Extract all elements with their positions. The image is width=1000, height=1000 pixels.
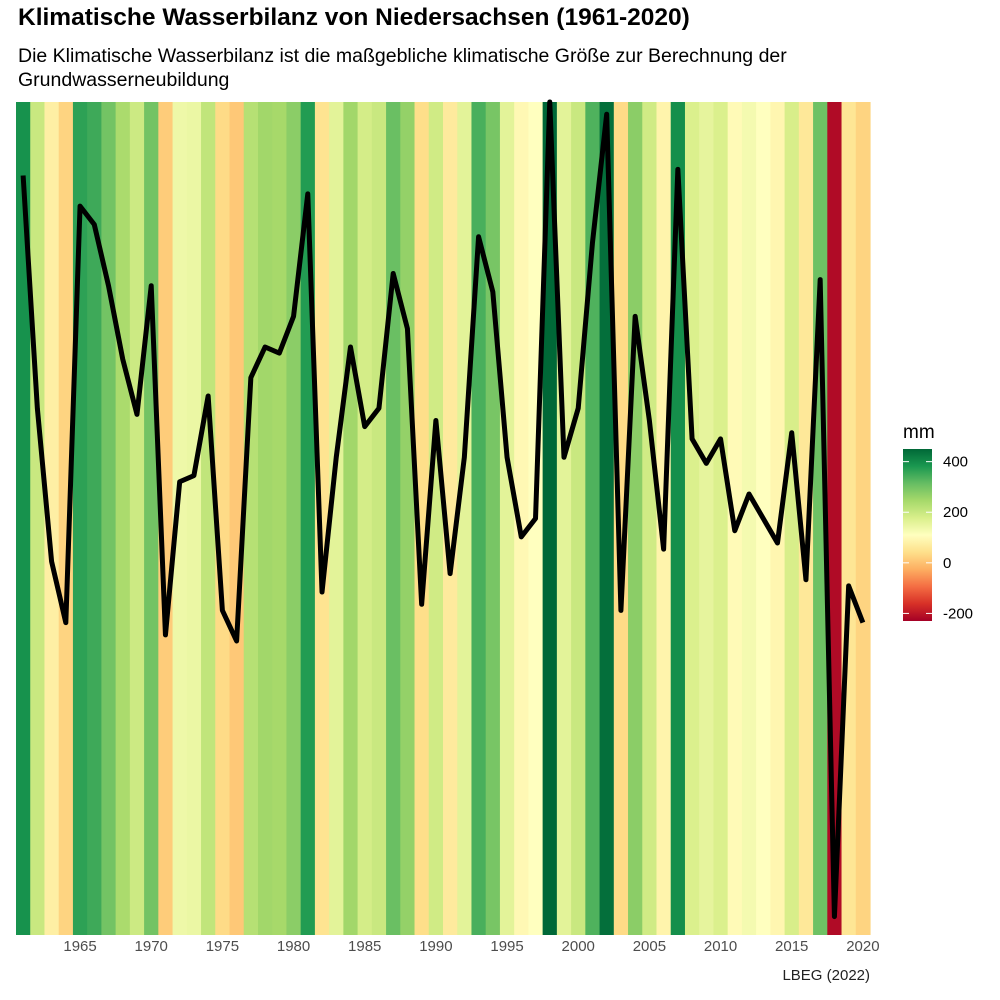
stripe-1992	[457, 102, 473, 935]
stripe-2000	[571, 102, 586, 935]
stripe-1968	[115, 102, 131, 935]
stripe-1973	[186, 102, 202, 935]
series-line	[20, 99, 866, 920]
x-tick-label: 1990	[419, 938, 452, 955]
stripe-1971	[158, 102, 174, 935]
stripe-2015	[784, 102, 800, 935]
chart-title: Klimatische Wasserbilanz von Niedersachs…	[18, 4, 690, 31]
legend-tick-label: -200	[943, 605, 973, 622]
stripe-1989	[414, 102, 430, 935]
x-tick-label: 2020	[846, 938, 879, 955]
stripe-1964	[58, 102, 74, 935]
stripe-1976	[229, 102, 245, 935]
stripe-1984	[343, 102, 359, 935]
x-tick-label: 2005	[633, 938, 666, 955]
legend-title: mm	[903, 422, 935, 443]
x-tick-label: 2010	[704, 938, 737, 955]
stripe-1998	[542, 102, 558, 935]
legend-tick-label: 200	[943, 504, 968, 521]
x-tick-label: 1995	[490, 938, 523, 955]
stripe-2020	[855, 102, 871, 935]
stripe-1990	[428, 102, 444, 935]
stripe-1974	[201, 102, 216, 935]
stripe-2016	[798, 102, 814, 935]
stripe-1995	[499, 102, 515, 935]
stripe-2003	[613, 102, 629, 935]
stripe-1975	[215, 102, 231, 935]
stripe-1983	[329, 102, 344, 935]
stripe-1999	[556, 102, 572, 935]
stripe-2004	[628, 102, 643, 935]
stripe-1991	[443, 102, 458, 935]
stripe-1967	[101, 102, 117, 935]
legend-tick-label: 0	[943, 555, 951, 572]
stripe-1994	[485, 102, 501, 935]
color-legend: mm 400 200 0 -200	[903, 422, 973, 622]
stripe-1982	[314, 102, 330, 935]
x-tick-label: 1985	[348, 938, 381, 955]
stripe-1993	[471, 102, 487, 935]
x-tick-label: 1975	[206, 938, 239, 955]
stripe-1996	[514, 102, 529, 935]
stripe-1977	[243, 102, 259, 935]
legend-tick-label: 400	[943, 454, 968, 471]
stripe-2009	[699, 102, 715, 935]
stripe-2012	[741, 102, 757, 935]
stripe-1980	[286, 102, 302, 935]
stripe-2005	[642, 102, 658, 935]
stripe-1988	[400, 102, 416, 935]
chart-subtitle: Die Klimatische Wasserbilanz ist die maß…	[18, 45, 787, 91]
stripe-1978	[257, 102, 273, 935]
stripe-1966	[87, 102, 102, 935]
stripe-1986	[371, 102, 387, 935]
stripe-1987	[386, 102, 401, 935]
stripe-1962	[30, 102, 46, 935]
stripe-2019	[841, 102, 857, 935]
stripe-2010	[713, 102, 729, 935]
stripe-2014	[770, 102, 786, 935]
stripe-1969	[129, 102, 145, 935]
stripe-1972	[172, 102, 188, 935]
stripe-1961	[16, 102, 31, 935]
x-tick-label: 1970	[135, 938, 168, 955]
x-tick-label: 2015	[775, 938, 808, 955]
x-tick-label: 1965	[63, 938, 96, 955]
x-axis: 1965 1970 1975 1980 1985 1990 1995 2000 2005 2010…	[63, 938, 879, 955]
stripe-1963	[44, 102, 60, 935]
stripe-1979	[272, 102, 288, 935]
stripe-1970	[144, 102, 159, 935]
stripe-1985	[357, 102, 373, 935]
legend-colorbar	[903, 449, 932, 621]
source-caption: LBEG (2022)	[782, 967, 870, 984]
stripe-2008	[684, 102, 700, 935]
x-tick-label: 2000	[562, 938, 595, 955]
x-tick-label: 1980	[277, 938, 310, 955]
